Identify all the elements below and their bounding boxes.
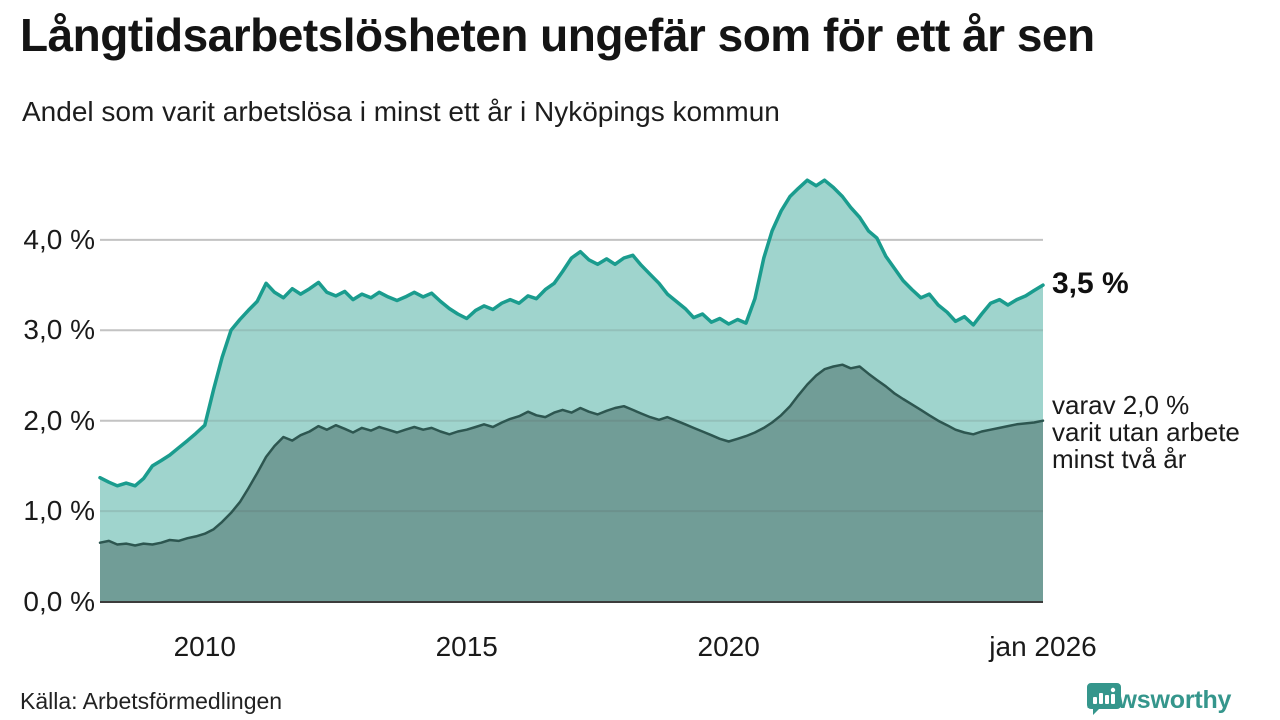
source-note: Källa: Arbetsförmedlingen <box>20 688 283 714</box>
page-title: Långtidsarbetslösheten ungefär som för e… <box>20 9 1095 61</box>
y-tick-label: 0,0 % <box>23 585 95 617</box>
latest-value-label: 3,5 % <box>1052 267 1129 300</box>
x-tick-label: 2010 <box>173 631 236 662</box>
area-two-years <box>100 364 1043 602</box>
y-tick-label: 3,0 % <box>23 314 95 346</box>
secondary-series-label: varav 2,0 % varit utan arbete minst två … <box>1052 390 1240 474</box>
chart-subtitle: Andel som varit arbetslösa i minst ett å… <box>22 96 780 127</box>
newsworthy-logo: Newsworthy <box>1086 682 1276 718</box>
y-tick-label: 1,0 % <box>23 495 95 527</box>
y-tick-label: 2,0 % <box>23 404 95 436</box>
x-tick-label: 2015 <box>435 631 498 662</box>
line-two-years <box>98 363 1045 547</box>
x-tick-label: 2020 <box>697 631 760 662</box>
line-total <box>98 178 1045 488</box>
x-tick-label: jan 2026 <box>989 631 1097 662</box>
y-tick-label: 4,0 % <box>23 223 95 255</box>
newsworthy-logo-icon <box>1087 683 1121 715</box>
